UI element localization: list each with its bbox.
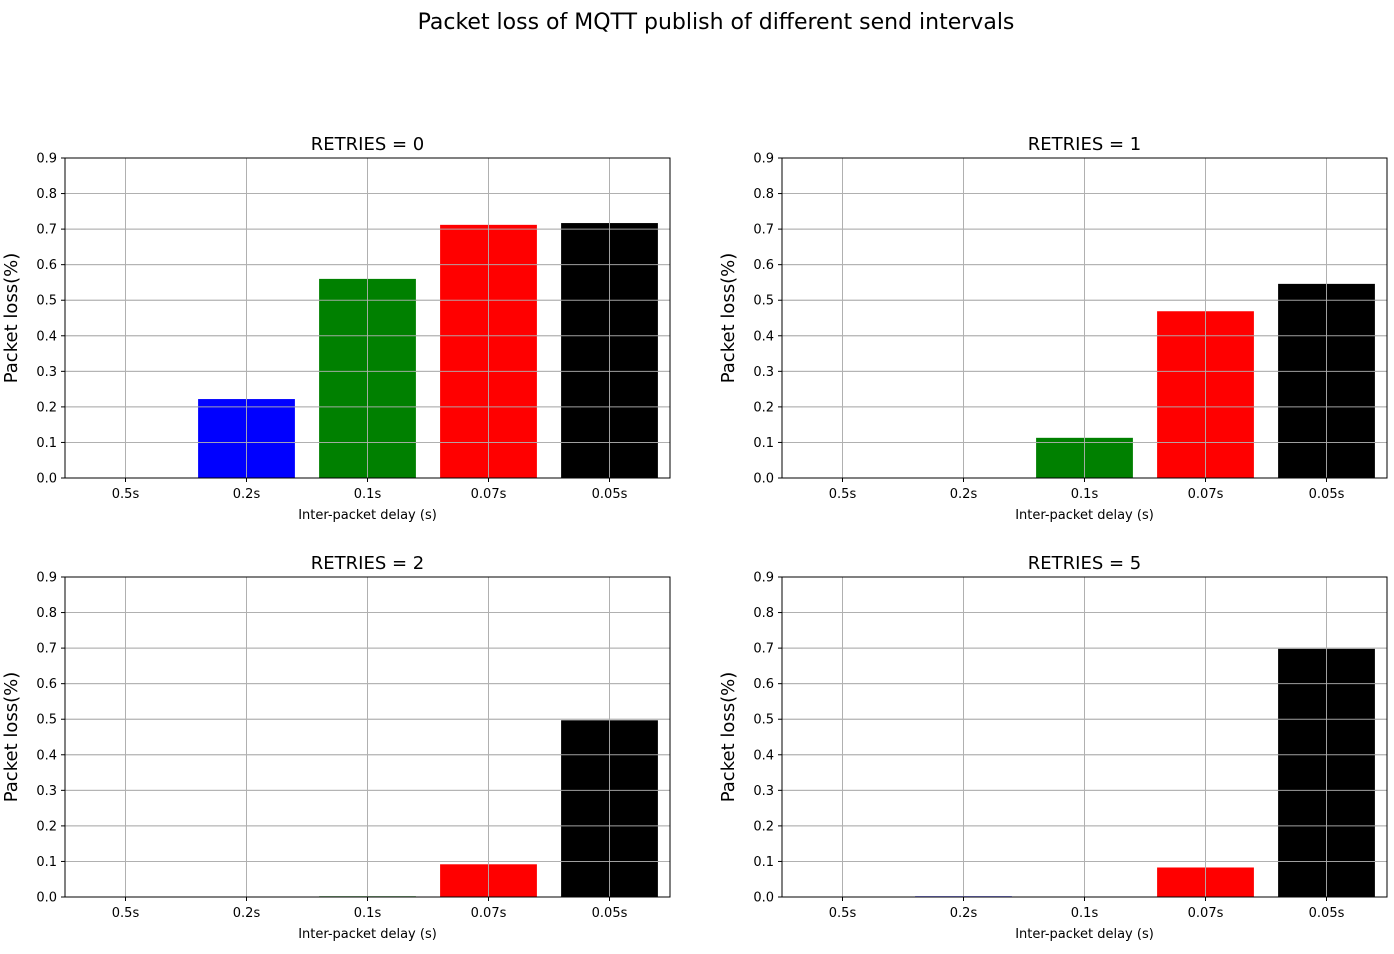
y-tick-label: 0.9: [36, 571, 57, 586]
axes-frame: [781, 576, 1388, 898]
y-tick-label: 0.5: [36, 294, 57, 309]
y-tick-label: 0.8: [36, 606, 57, 621]
y-tick-label: 0.0: [36, 472, 57, 487]
y-tick-label: 0.4: [753, 329, 774, 344]
y-tick-label: 0.7: [36, 642, 57, 657]
subplot-2: 0.0 0.1 0.2 0.3 0.4 0.5 0.6 0.7 0.8 0.9 0.5s 0.2s 0.…: [718, 134, 1388, 523]
x-tick-label: 0.07s: [471, 487, 507, 502]
y-axis-label: Packet loss(%): [718, 253, 739, 384]
subplot-title: RETRIES = 5: [1028, 553, 1141, 574]
axes-frame: [64, 576, 671, 898]
y-tick-label: 0.2: [36, 819, 57, 834]
x-tick-label: 0.5s: [829, 906, 857, 921]
y-tick-label: 0.8: [36, 187, 57, 202]
subplot-title: RETRIES = 1: [1028, 134, 1141, 155]
y-tick-label: 0.3: [36, 784, 57, 799]
x-axis-label: Inter-packet delay (s): [298, 508, 437, 523]
x-tick-label: 0.05s: [592, 487, 628, 502]
y-tick-label: 0.4: [36, 748, 57, 763]
y-tick-label: 0.2: [36, 400, 57, 415]
y-tick-label: 0.8: [753, 606, 774, 621]
y-tick-label: 0.6: [36, 258, 57, 273]
y-tick-label: 0.6: [36, 677, 57, 692]
y-tick-label: 0.3: [753, 784, 774, 799]
x-tick-label: 0.2s: [950, 487, 978, 502]
figure-title: Packet loss of MQTT publish of different…: [418, 10, 1015, 35]
y-tick-label: 0.9: [753, 571, 774, 586]
x-tick-label: 0.2s: [233, 906, 261, 921]
x-tick-label: 0.5s: [829, 487, 857, 502]
y-tick-label: 0.5: [753, 294, 774, 309]
subplot-1: 0.0 0.1 0.2 0.3 0.4 0.5 0.6 0.7 0.8 0.9 0.5s 0.2s 0.…: [1, 134, 671, 523]
x-tick-label: 0.2s: [950, 906, 978, 921]
y-tick-label: 0.1: [36, 855, 57, 870]
x-tick-label: 0.07s: [471, 906, 507, 921]
x-tick-label: 0.1s: [1071, 906, 1099, 921]
y-tick-label: 0.9: [753, 152, 774, 167]
y-tick-label: 0.0: [753, 891, 774, 906]
y-tick-label: 0.9: [36, 152, 57, 167]
y-tick-label: 0.3: [753, 365, 774, 380]
y-tick-label: 0.7: [753, 642, 774, 657]
x-tick-label: 0.05s: [1309, 487, 1345, 502]
x-tick-label: 0.2s: [233, 487, 261, 502]
axes-frame: [781, 157, 1388, 479]
y-tick-label: 0.1: [36, 436, 57, 451]
y-tick-label: 0.1: [753, 855, 774, 870]
x-tick-label: 0.1s: [354, 906, 382, 921]
y-tick-label: 0.1: [753, 436, 774, 451]
y-tick-label: 0.8: [753, 187, 774, 202]
axes-frame: [64, 157, 671, 479]
y-axis-label: Packet loss(%): [1, 253, 22, 384]
subplot-title: RETRIES = 0: [311, 134, 424, 155]
y-tick-label: 0.4: [753, 748, 774, 763]
x-tick-label: 0.05s: [1309, 906, 1345, 921]
x-tick-label: 0.07s: [1188, 906, 1224, 921]
y-tick-label: 0.7: [753, 223, 774, 238]
y-tick-label: 0.7: [36, 223, 57, 238]
y-tick-label: 0.5: [36, 713, 57, 728]
y-axis-label: Packet loss(%): [718, 672, 739, 803]
x-tick-label: 0.5s: [112, 487, 140, 502]
x-tick-label: 0.1s: [354, 487, 382, 502]
x-axis-label: Inter-packet delay (s): [1015, 927, 1154, 942]
x-tick-label: 0.05s: [592, 906, 628, 921]
y-tick-label: 0.4: [36, 329, 57, 344]
y-tick-label: 0.2: [753, 819, 774, 834]
subplot-title: RETRIES = 2: [311, 553, 424, 574]
y-tick-label: 0.6: [753, 677, 774, 692]
x-axis-label: Inter-packet delay (s): [1015, 508, 1154, 523]
x-tick-label: 0.5s: [112, 906, 140, 921]
subplot-4: 0.0 0.1 0.2 0.3 0.4 0.5 0.6 0.7 0.8 0.9 0.5s 0.2s 0.…: [718, 553, 1388, 942]
x-axis-label: Inter-packet delay (s): [298, 927, 437, 942]
y-tick-label: 0.3: [36, 365, 57, 380]
y-tick-label: 0.0: [36, 891, 57, 906]
y-tick-label: 0.0: [753, 472, 774, 487]
x-tick-label: 0.1s: [1071, 487, 1099, 502]
y-tick-label: 0.2: [753, 400, 774, 415]
y-tick-label: 0.6: [753, 258, 774, 273]
subplot-3: 0.0 0.1 0.2 0.3 0.4 0.5 0.6 0.7 0.8 0.9 0.5s 0.2s 0.…: [1, 553, 671, 942]
y-tick-label: 0.5: [753, 713, 774, 728]
y-axis-label: Packet loss(%): [1, 672, 22, 803]
x-tick-label: 0.07s: [1188, 487, 1224, 502]
